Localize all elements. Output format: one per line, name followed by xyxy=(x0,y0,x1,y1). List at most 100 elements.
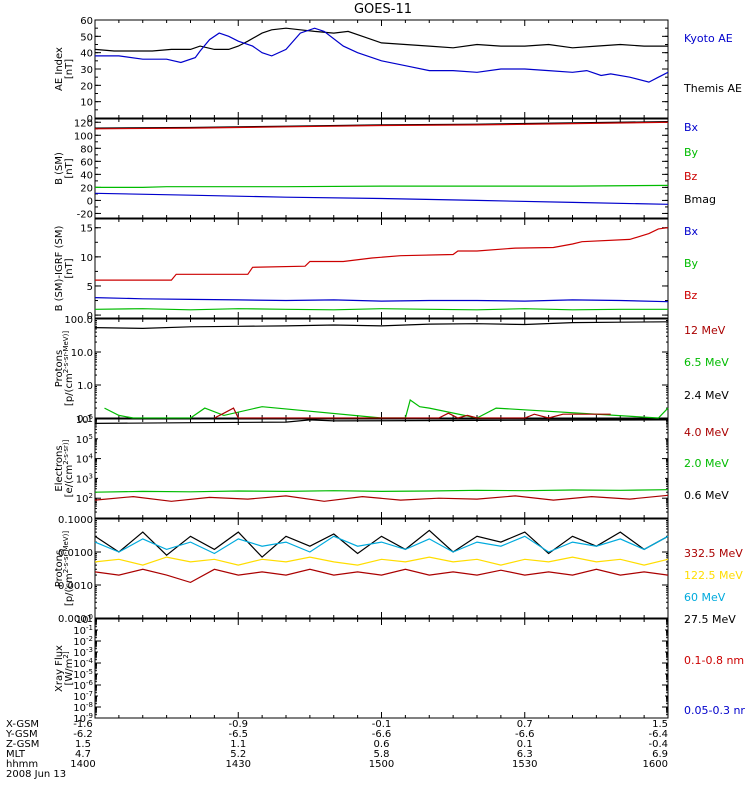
y-axis-label-exp: 2] xyxy=(62,651,70,658)
ephem-value: -0.4 xyxy=(648,739,668,750)
legend-entry: 0.05-0.3 nr xyxy=(684,704,745,717)
legend-entry: Bx xyxy=(684,121,699,134)
panel-frame xyxy=(94,218,669,319)
y-tick-label: 40 xyxy=(80,49,93,60)
panel-frame xyxy=(94,19,669,119)
series-bx xyxy=(94,297,669,303)
y-tick-label: 30 xyxy=(80,65,93,76)
y-tick-label: 100 xyxy=(76,613,93,626)
y-tick-label: -20 xyxy=(77,209,93,220)
y-tick-label: 1.0 xyxy=(77,381,93,392)
legend-entry: 12 MeV xyxy=(684,324,726,337)
y-tick-label-base: 10 xyxy=(76,455,89,466)
y-tick-label: 0.0010 xyxy=(58,581,93,592)
legend-entry: 6.5 MeV xyxy=(684,356,729,369)
y-tick-label-base: 10 xyxy=(73,681,86,692)
y-tick-label: 120 xyxy=(74,118,93,129)
y-tick-label: 104 xyxy=(76,453,94,466)
series-kyoto-ae xyxy=(95,27,669,83)
y-axis-label: AE Index xyxy=(54,47,65,91)
y-tick-label-exp: -2 xyxy=(86,635,93,643)
y-tick-label-base: 10 xyxy=(73,637,86,648)
ephem-row-label: Z-GSM xyxy=(6,739,39,750)
y-axis-label-exp: 2-s-sr)] xyxy=(62,439,70,464)
y-axis-label: [nT] xyxy=(64,158,75,178)
y-axis-label: Protons xyxy=(54,350,65,387)
ephem-value: 1.5 xyxy=(652,719,668,730)
y-tick-label: 20 xyxy=(80,81,93,92)
ephem-value: 1530 xyxy=(512,759,537,770)
ephem-value: -6.6 xyxy=(515,729,535,740)
y-axis-label-exp: 2-s-sr-MeV)] xyxy=(62,531,70,574)
y-axis-label: [p/(cm2-s-sr-MeV)] xyxy=(62,531,75,606)
y-minor-tick-label-exp: -1 xyxy=(86,624,93,632)
y-tick-label: 10 xyxy=(80,253,93,264)
y-tick-label-base: 10 xyxy=(76,615,89,626)
y-tick-label-exp: 0 xyxy=(89,613,93,621)
y-axis-label: [p/(cm2-s-sr-MeV)] xyxy=(62,331,75,406)
y-tick-label-base: 10 xyxy=(76,494,89,505)
y-minor-tick-label-exp: -5 xyxy=(86,668,93,676)
y-axis-label: Xray Flux xyxy=(54,645,65,692)
y-tick-label: 100 xyxy=(74,131,93,142)
series-60-mev xyxy=(94,535,669,555)
y-minor-tick-label: 10-3 xyxy=(73,646,93,659)
series-2-0-mev xyxy=(94,489,669,493)
y-minor-tick-label-exp: 3 xyxy=(89,472,93,480)
y-tick-label: 102 xyxy=(76,492,93,505)
ephem-row-label: X-GSM xyxy=(6,719,39,730)
ephem-value: 1500 xyxy=(369,759,394,770)
ephem-row-label: Y-GSM xyxy=(5,729,38,740)
y-minor-tick-label-exp: -9 xyxy=(86,712,93,720)
panel-frame xyxy=(94,418,669,519)
y-minor-tick-label-base: 10 xyxy=(76,435,89,446)
y-axis-label-base: [p/(cm xyxy=(64,573,75,606)
y-minor-tick-label-exp: -7 xyxy=(86,690,93,698)
y-axis-label: B (SM) xyxy=(54,152,65,185)
legend-entry: Bmag xyxy=(684,193,716,206)
legend-entry: 4.0 MeV xyxy=(684,426,729,439)
y-tick-label: 10-8 xyxy=(73,701,93,714)
y-tick-label: 0.1000 xyxy=(58,515,93,526)
y-tick-label: 100.0 xyxy=(64,315,93,326)
ephem-value: -6.4 xyxy=(648,729,668,740)
y-minor-tick-label-base: 10 xyxy=(76,474,89,485)
y-minor-tick-label-base: 10 xyxy=(73,670,86,681)
y-tick-label-exp: -6 xyxy=(86,679,94,687)
ephem-value: 0.1 xyxy=(517,739,533,750)
y-axis-label: Protons xyxy=(54,550,65,587)
series-bz xyxy=(95,227,669,281)
ephem-value: 1600 xyxy=(643,759,668,770)
legend-entry: Bx xyxy=(684,225,699,238)
legend-entry: Bz xyxy=(684,170,698,183)
y-tick-label: 20 xyxy=(80,183,93,194)
series-by xyxy=(95,184,669,188)
ephem-date: 2008 Jun 13 xyxy=(6,769,66,780)
legend-entry: Kyoto AE xyxy=(684,32,733,45)
y-minor-tick-label: 10-1 xyxy=(73,624,93,637)
y-minor-tick-label-base: 10 xyxy=(73,714,86,725)
y-axis-label-base: [W/m xyxy=(64,659,75,686)
y-minor-tick-label-base: 10 xyxy=(73,648,86,659)
ephem-value: 4.7 xyxy=(75,749,91,760)
ephem-value: -0.9 xyxy=(228,719,248,730)
series-6-5-mev xyxy=(104,399,669,419)
y-tick-label: 0 xyxy=(87,114,93,125)
series-bz xyxy=(94,121,669,130)
y-tick-label-base: 10 xyxy=(73,659,86,670)
y-axis-label: Electrons xyxy=(54,445,65,491)
series-12-mev xyxy=(214,407,611,419)
y-tick-label: 0 xyxy=(87,196,93,207)
ephem-value: -6.5 xyxy=(228,729,248,740)
series-bx xyxy=(94,192,669,205)
y-minor-tick-label: 10-9 xyxy=(73,712,93,725)
ephem-row-label: MLT xyxy=(6,749,26,760)
y-tick-label: 5 xyxy=(87,282,93,293)
legend-entry: 2.0 MeV xyxy=(684,457,729,470)
ephem-value: 0.6 xyxy=(374,739,390,750)
ephem-value: 1.5 xyxy=(75,739,91,750)
panel-2: -20 0 20 40 60 80 100 120 B (SM) [nT] Bx By Bz Bmag xyxy=(54,118,716,220)
y-minor-tick-label: 10-7 xyxy=(73,690,93,703)
